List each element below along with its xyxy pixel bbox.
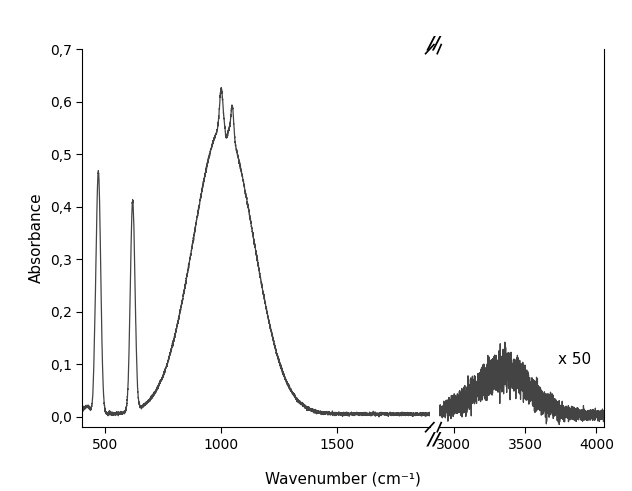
Text: //: //	[428, 431, 441, 448]
Y-axis label: Absorbance: Absorbance	[29, 193, 44, 283]
Text: x 50: x 50	[558, 353, 591, 367]
Text: Wavenumber (cm⁻¹): Wavenumber (cm⁻¹)	[265, 471, 421, 486]
Text: //: //	[428, 34, 441, 52]
